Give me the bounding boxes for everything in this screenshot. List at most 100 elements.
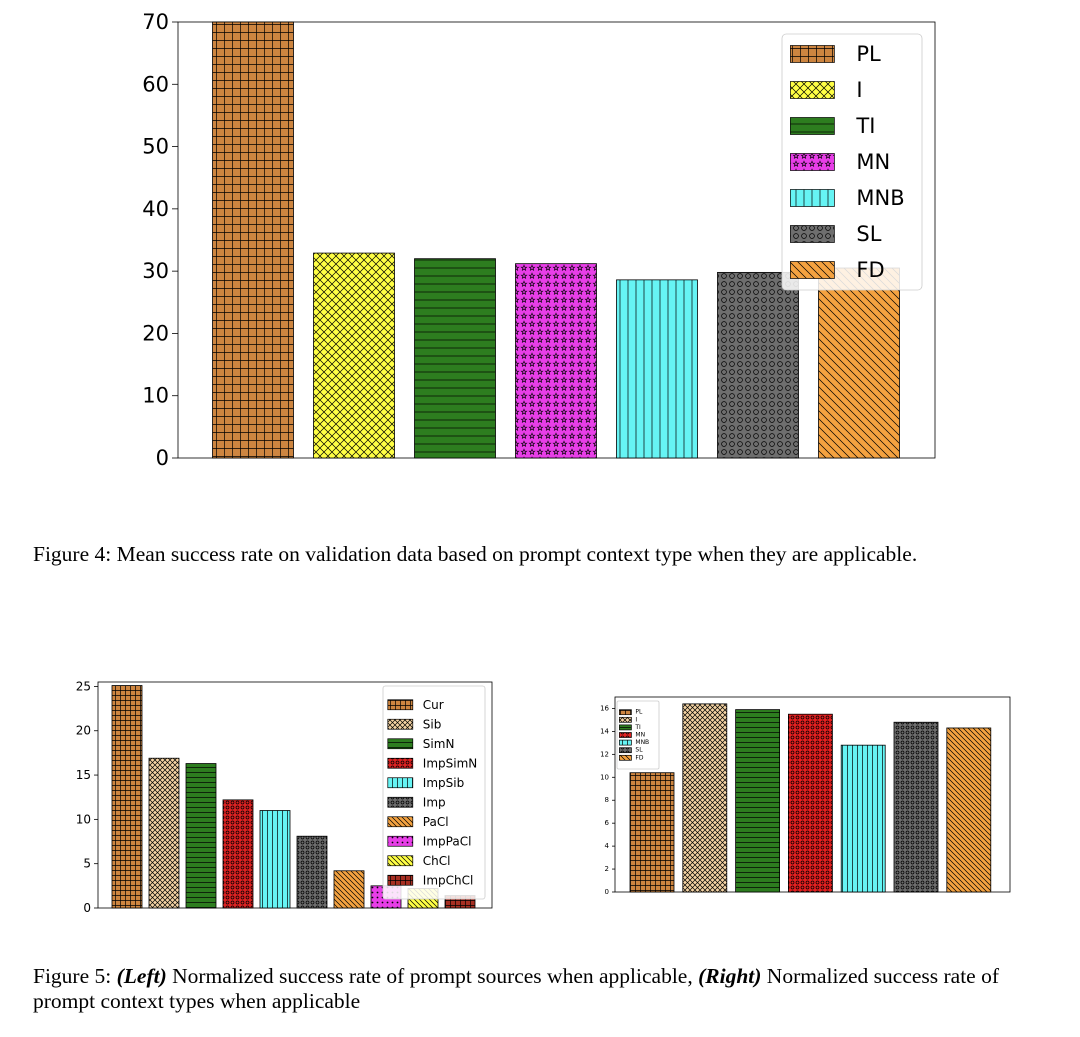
y-tick-label: 0 (156, 446, 169, 470)
bar-mnb (616, 279, 698, 459)
legend-label-ti: TI (634, 724, 641, 731)
bar-impsimn (222, 799, 254, 909)
legend-label-impchcl: ImpChCl (423, 873, 474, 887)
legend-label-fd: FD (635, 754, 643, 761)
legend-label-pl: PL (635, 709, 643, 716)
bar-mn (788, 713, 833, 893)
bar-sl (893, 721, 939, 893)
legend-label-ti: TI (855, 114, 875, 138)
y-tick-label: 60 (142, 72, 169, 96)
legend-swatch-i (790, 81, 835, 99)
legend-label-fd: FD (856, 258, 884, 282)
bar-cur (111, 685, 143, 909)
y-tick-label: 4 (605, 842, 610, 850)
bar-sib (148, 757, 180, 909)
bar-pacl (333, 870, 365, 909)
legend-label-i: I (856, 78, 862, 102)
y-tick-label: 10 (142, 384, 169, 408)
bar-fd (818, 267, 900, 459)
y-tick-label: 8 (605, 796, 609, 804)
y-tick-label: 10 (600, 773, 609, 781)
legend-label-mn: MN (856, 150, 890, 174)
bar-imp (296, 835, 328, 909)
figure5-caption-prefix: Figure 5: (33, 964, 117, 988)
legend-label-mnb: MNB (635, 739, 649, 746)
legend-label-impsib: ImpSib (423, 776, 464, 790)
legend-swatch-fd (619, 754, 632, 761)
legend-swatch-sl (619, 747, 632, 754)
bar-impsib (259, 810, 291, 909)
legend-swatch-sl (790, 225, 835, 243)
legend-label-pacl: PaCl (423, 815, 449, 829)
bar-ti (735, 709, 780, 893)
y-tick-label: 50 (142, 135, 169, 159)
figure5-caption-left-tag: (Left) (116, 964, 167, 988)
legend-swatch-mn (790, 153, 835, 171)
bar-ti (414, 258, 496, 459)
bar-i (682, 703, 728, 893)
legend-label-imppacl: ImpPaCl (423, 834, 472, 848)
legend-swatch-cur (387, 699, 414, 711)
bar-simn (185, 763, 217, 909)
legend-swatch-impchcl (387, 874, 414, 886)
figure5-caption-right-tag: (Right) (698, 964, 762, 988)
legend-label-sib: Sib (423, 717, 442, 731)
legend-swatch-pl (790, 45, 835, 63)
y-tick-label: 0 (605, 888, 609, 896)
y-tick-label: 6 (605, 819, 610, 827)
legend-swatch-chcl (387, 855, 414, 867)
y-tick-label: 70 (142, 10, 169, 34)
figure5-left-bar-chart: 0510152025CurSibSimNImpSimNImpSibImpPaCl… (76, 679, 493, 915)
legend-swatch-imppacl (387, 835, 414, 847)
y-tick-label: 2 (605, 865, 609, 873)
legend-swatch-ti (619, 724, 632, 731)
figure4-bar-chart: 0 10 20 30 40 50 60 70 PL I TI MN MNB SL FD (142, 10, 936, 470)
y-tick-label: 5 (83, 857, 91, 871)
legend-swatch-simn (387, 738, 414, 750)
legend-label-imp: Imp (423, 795, 446, 809)
legend-label-chcl: ChCl (423, 854, 451, 868)
y-tick-label: 10 (76, 812, 91, 826)
legend-swatch-pacl (387, 816, 414, 828)
bar-i (313, 252, 395, 459)
bar-sl (717, 271, 799, 459)
y-tick-label: 30 (142, 259, 169, 283)
figure5-caption-middle: Normalized success rate of prompt source… (166, 964, 699, 988)
figure5-caption: Figure 5: (Left) Normalized success rate… (33, 964, 1063, 1014)
legend-label-cur: Cur (423, 698, 444, 712)
legend-label-pl: PL (856, 42, 881, 66)
legend-label-sl: SL (856, 222, 881, 246)
legend-swatch-impsimn (387, 757, 414, 769)
y-tick-label: 16 (600, 704, 609, 712)
legend-label-mnb: MNB (856, 186, 904, 210)
y-tick-label: 20 (76, 724, 91, 738)
legend-label-i: I (635, 716, 637, 723)
legend-swatch-mnb (619, 739, 632, 746)
legend-swatch-mnb (790, 189, 835, 207)
bar-pl (629, 772, 675, 893)
bar-mnb (840, 744, 886, 893)
y-tick-label: 20 (142, 321, 169, 345)
bar-mn (515, 263, 597, 459)
y-tick-label: 14 (600, 727, 609, 735)
legend-swatch-mn (619, 732, 632, 738)
legend-label-mn: MN (635, 732, 645, 739)
legend-swatch-ti (790, 117, 835, 135)
legend-swatch-imp (387, 796, 414, 808)
y-tick-label: 40 (142, 197, 169, 221)
legend: PL I TI MN MNB SL FD (781, 33, 923, 291)
legend-label-sl: SL (635, 747, 643, 754)
y-tick-label: 12 (600, 750, 609, 758)
legend-swatch-impsib (387, 777, 414, 789)
legend-swatch-pl (619, 709, 632, 716)
bar-fd (946, 727, 992, 893)
legend-swatch-sib (387, 718, 414, 730)
bar-pl (212, 21, 294, 459)
legend-swatch-i (619, 716, 632, 723)
legend-label-simn: SimN (423, 737, 455, 751)
y-tick-label: 15 (76, 768, 91, 782)
y-tick-label: 25 (76, 679, 91, 693)
